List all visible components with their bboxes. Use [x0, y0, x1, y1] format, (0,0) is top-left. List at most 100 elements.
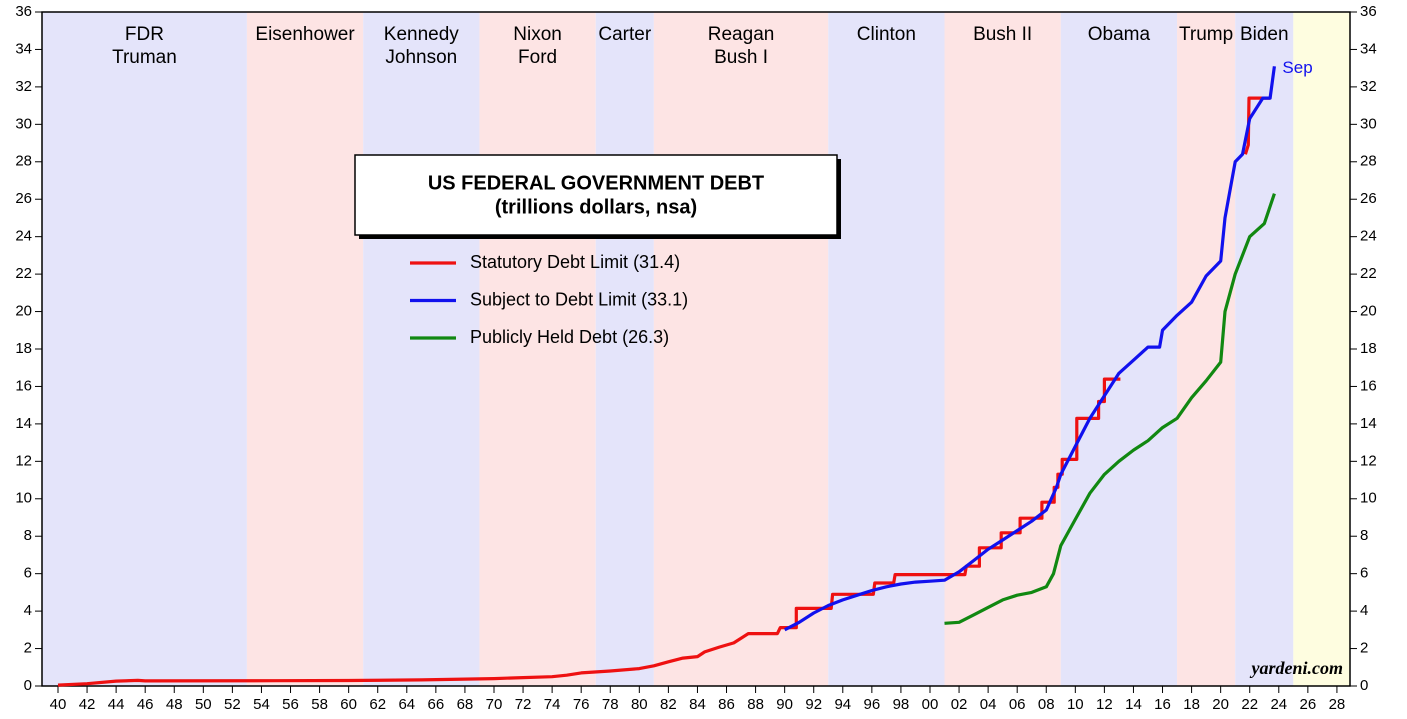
term-label: Bush II: [973, 24, 1032, 45]
x-tick-label: 66: [428, 696, 445, 713]
x-tick-label: 10: [1067, 696, 1084, 713]
x-tick-label: 56: [282, 696, 299, 713]
y-tick-label: 22: [15, 265, 32, 282]
x-tick-label: 48: [166, 696, 183, 713]
y-tick-label: 0: [24, 677, 32, 694]
chart-title: (trillions dollars, nsa): [495, 196, 697, 218]
term-band: [1235, 12, 1294, 686]
y-tick-label: 8: [24, 527, 32, 544]
x-tick-label: 60: [340, 696, 357, 713]
y2-tick-label: 28: [1360, 153, 1377, 170]
term-band: [1060, 12, 1178, 686]
term-band: [653, 12, 829, 686]
x-tick-label: 98: [893, 696, 910, 713]
y2-tick-label: 8: [1360, 527, 1368, 544]
y2-tick-label: 6: [1360, 565, 1368, 582]
term-band: [479, 12, 596, 686]
y-tick-label: 6: [24, 565, 32, 582]
y2-tick-label: 0: [1360, 677, 1368, 694]
y-tick-label: 10: [15, 490, 32, 507]
y-tick-label: 32: [15, 78, 32, 95]
y2-tick-label: 12: [1360, 452, 1377, 469]
credit: yardeni.com: [1250, 658, 1344, 678]
y-tick-label: 36: [15, 3, 32, 20]
y2-tick-label: 24: [1360, 228, 1377, 245]
y-tick-label: 14: [15, 415, 32, 432]
y-tick-label: 16: [15, 377, 32, 394]
term-label: Reagan: [708, 24, 775, 45]
term-label: Kennedy: [384, 24, 460, 45]
title-shadow: [359, 235, 841, 239]
y2-tick-label: 16: [1360, 377, 1377, 394]
y-tick-label: 30: [15, 115, 32, 132]
term-band: [246, 12, 364, 686]
term-label: Ford: [518, 47, 557, 68]
y-tick-label: 4: [24, 602, 32, 619]
x-tick-label: 92: [805, 696, 822, 713]
x-tick-label: 64: [398, 696, 415, 713]
y2-tick-label: 2: [1360, 640, 1368, 657]
x-tick-label: 76: [573, 696, 590, 713]
x-tick-label: 58: [311, 696, 328, 713]
x-tick-label: 82: [660, 696, 677, 713]
y2-tick-label: 30: [1360, 115, 1377, 132]
term-band: [944, 12, 1061, 686]
term-band: [828, 12, 945, 686]
x-tick-label: 14: [1125, 696, 1142, 713]
future-band: [1293, 12, 1350, 686]
chart-title: US FEDERAL GOVERNMENT DEBT: [428, 172, 764, 194]
legend-label: Subject to Debt Limit (33.1): [470, 289, 688, 309]
term-label: Bush I: [714, 47, 768, 68]
y2-tick-label: 18: [1360, 340, 1377, 357]
x-tick-label: 28: [1329, 696, 1346, 713]
y2-tick-label: 32: [1360, 78, 1377, 95]
x-tick-label: 12: [1096, 696, 1113, 713]
y-tick-label: 12: [15, 452, 32, 469]
term-band: [42, 12, 247, 686]
x-tick-label: 44: [108, 696, 125, 713]
x-tick-label: 26: [1300, 696, 1317, 713]
term-label: Clinton: [857, 24, 916, 45]
series-line: [783, 66, 1276, 632]
y2-tick-label: 36: [1360, 3, 1377, 20]
x-tick-label: 78: [602, 696, 619, 713]
y-tick-label: 20: [15, 303, 32, 320]
x-tick-label: 22: [1241, 696, 1258, 713]
term-band: [595, 12, 654, 686]
x-tick-label: 20: [1212, 696, 1229, 713]
x-tick-label: 84: [689, 696, 706, 713]
x-tick-label: 42: [79, 696, 96, 713]
x-tick-label: 72: [515, 696, 532, 713]
y2-tick-label: 14: [1360, 415, 1377, 432]
x-tick-label: 24: [1270, 696, 1287, 713]
y2-tick-label: 20: [1360, 303, 1377, 320]
x-tick-label: 88: [747, 696, 764, 713]
x-tick-label: 02: [951, 696, 968, 713]
x-tick-label: 46: [137, 696, 154, 713]
y-tick-label: 18: [15, 340, 32, 357]
title-box: [354, 154, 838, 236]
y-tick-label: 28: [15, 153, 32, 170]
term-label: FDR: [125, 24, 164, 45]
annotation: Sep: [1282, 58, 1312, 77]
y-tick-label: 2: [24, 640, 32, 657]
term-band: [363, 12, 480, 686]
x-tick-label: 80: [631, 696, 648, 713]
x-tick-label: 94: [834, 696, 851, 713]
y-tick-label: 34: [15, 40, 32, 57]
y2-tick-label: 34: [1360, 40, 1377, 57]
y2-tick-label: 26: [1360, 190, 1377, 207]
term-label: Trump: [1179, 24, 1233, 45]
y2-tick-label: 10: [1360, 490, 1377, 507]
term-band: [1177, 12, 1236, 686]
y-tick-label: 24: [15, 228, 32, 245]
legend-label: Statutory Debt Limit (31.4): [470, 252, 680, 272]
x-tick-label: 40: [50, 696, 67, 713]
series-line: [944, 193, 1276, 625]
y2-tick-label: 4: [1360, 602, 1368, 619]
term-label: Biden: [1240, 24, 1289, 45]
x-tick-label: 18: [1183, 696, 1200, 713]
term-label: Eisenhower: [255, 24, 355, 45]
x-tick-label: 08: [1038, 696, 1055, 713]
